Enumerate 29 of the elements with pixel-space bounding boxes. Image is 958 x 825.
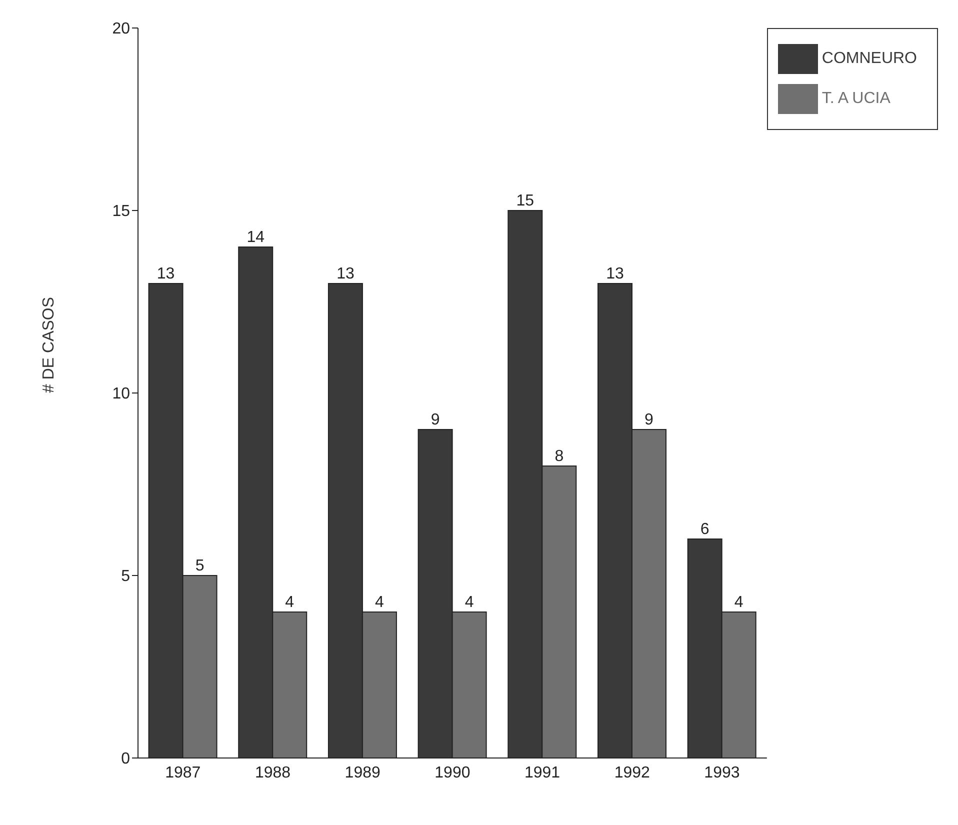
data-label: 4 bbox=[734, 594, 744, 611]
data-label: 9 bbox=[644, 412, 654, 428]
data-label: 15 bbox=[516, 192, 534, 210]
y-tick-label: 0 bbox=[121, 750, 130, 768]
data-label: 4 bbox=[375, 594, 384, 611]
data-label: 13 bbox=[156, 266, 175, 282]
data-label: 4 bbox=[464, 594, 474, 611]
x-tick-label: 1993 bbox=[704, 764, 740, 782]
x-tick-label: 1988 bbox=[254, 764, 291, 782]
y-tick-label: 20 bbox=[112, 20, 130, 38]
x-tick-label: 1992 bbox=[614, 764, 650, 782]
y-tick-label: 5 bbox=[121, 568, 130, 586]
data-label: 13 bbox=[606, 266, 624, 282]
data-label: 5 bbox=[195, 558, 204, 574]
data-label: 4 bbox=[285, 594, 294, 611]
data-label: 8 bbox=[554, 448, 564, 465]
y-tick-label: 10 bbox=[112, 386, 130, 403]
legend-label: COMNEURO bbox=[822, 50, 917, 68]
data-label: 6 bbox=[700, 521, 710, 538]
x-tick-label: 1987 bbox=[165, 764, 201, 782]
data-label: 9 bbox=[430, 412, 440, 428]
x-tick-label: 1991 bbox=[524, 764, 560, 782]
data-label: 14 bbox=[246, 229, 265, 246]
y-tick-label: 15 bbox=[112, 203, 130, 220]
legend-label: T. A UCIA bbox=[822, 90, 890, 108]
x-tick-label: 1989 bbox=[344, 764, 380, 782]
y-axis-title: # DE CASOS bbox=[40, 296, 58, 393]
data-label: 13 bbox=[336, 266, 354, 282]
x-tick-label: 1990 bbox=[434, 764, 470, 782]
